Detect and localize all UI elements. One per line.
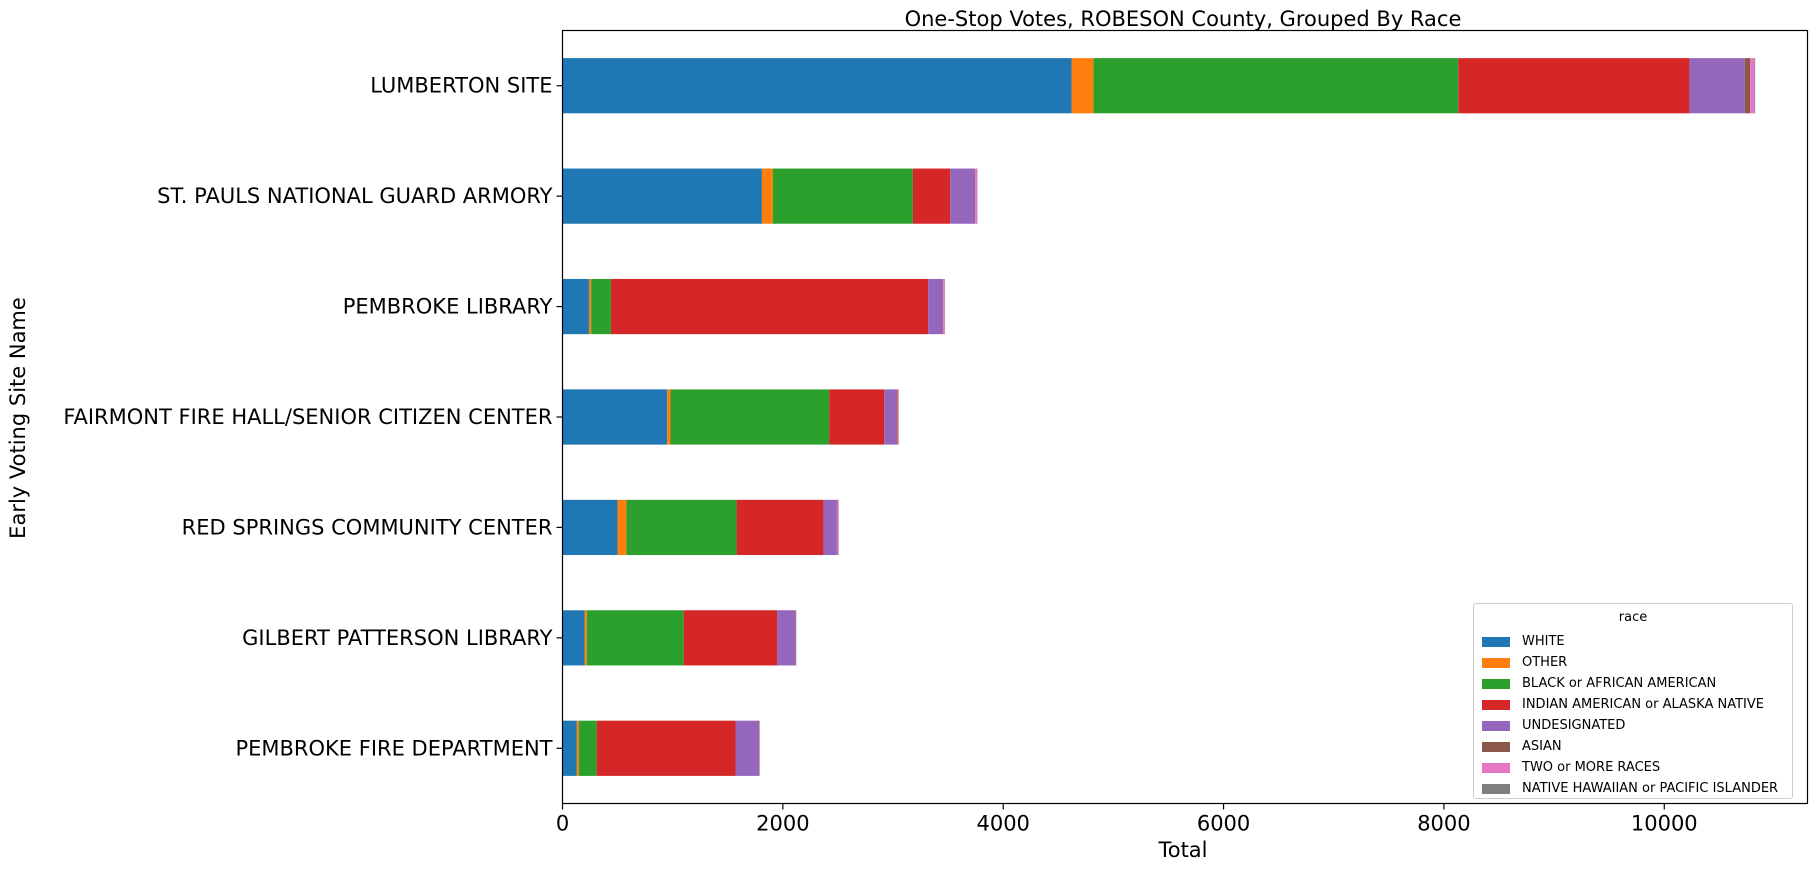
legend-label-3: INDIAN AMERICAN or ALASKA NATIVE <box>1522 697 1764 712</box>
x-tick-label-3: 6000 <box>1197 812 1250 836</box>
bar-segment-3-6 <box>897 389 899 445</box>
bar-segment-0-0 <box>562 58 1072 114</box>
bar-segment-0-4 <box>1689 58 1745 114</box>
bar-segment-6-1 <box>576 720 580 776</box>
bar-segment-4-4 <box>823 499 837 556</box>
bar-segment-4-2 <box>626 499 737 556</box>
x-tick-label-4: 8000 <box>1417 812 1470 836</box>
x-tick-label-5: 10000 <box>1631 812 1698 836</box>
bar-segment-2-3 <box>610 278 929 335</box>
bar-segment-2-4 <box>928 278 943 335</box>
y-tick-label-0: LUMBERTON SITE <box>370 74 552 98</box>
legend-entry-6: TWO or MORE RACES <box>1482 757 1784 778</box>
x-axis-label: Total <box>1157 838 1207 862</box>
bar-segment-3-2 <box>670 389 830 445</box>
bar-segment-4-5 <box>836 499 838 556</box>
bar-segment-3-4 <box>884 389 897 445</box>
bar-segment-0-5 <box>1744 58 1751 114</box>
bar-segment-0-3 <box>1458 58 1690 114</box>
bar-segment-3-5 <box>896 389 898 445</box>
bar-segment-5-0 <box>562 610 585 666</box>
bar-segment-5-3 <box>683 610 778 666</box>
bar-segment-0-1 <box>1071 58 1094 114</box>
bar-segment-1-4 <box>950 168 975 224</box>
x-tick-label-1: 2000 <box>756 812 809 836</box>
legend-title: race <box>1618 610 1648 625</box>
y-tick-label-3: FAIRMONT FIRE HALL/SENIOR CITIZEN CENTER <box>63 405 552 429</box>
bar-segment-1-3 <box>912 168 951 224</box>
bar-segment-0-2 <box>1093 58 1459 114</box>
legend-swatch-3 <box>1482 699 1510 710</box>
bar-segment-6-5 <box>758 720 760 776</box>
bar-segment-1-6 <box>975 168 978 224</box>
bar-segment-2-2 <box>591 278 611 335</box>
legend-entry-4: UNDESIGNATED <box>1482 715 1784 736</box>
legend-items: WHITE OTHER BLACK or AFRICAN AMERICAN INDIA… <box>1482 631 1784 799</box>
y-tick-label-4: RED SPRINGS COMMUNITY CENTER <box>182 515 553 539</box>
legend-swatch-7 <box>1482 783 1510 794</box>
x-tick-label-0: 0 <box>556 812 569 836</box>
bar-segment-6-2 <box>579 720 597 776</box>
legend-label-4: UNDESIGNATED <box>1522 718 1626 733</box>
legend-swatch-2 <box>1482 678 1510 689</box>
bars-layer <box>562 58 1756 776</box>
bar-segment-6-3 <box>596 720 736 776</box>
bar-segment-3-0 <box>562 389 668 445</box>
legend-swatch-6 <box>1482 762 1510 773</box>
bar-segment-3-1 <box>667 389 671 445</box>
legend-swatch-0 <box>1482 636 1510 647</box>
bar-segment-4-6 <box>837 499 839 556</box>
legend-swatch-5 <box>1482 741 1510 752</box>
legend-label-2: BLACK or AFRICAN AMERICAN <box>1522 676 1717 691</box>
y-tick-label-6: PEMBROKE FIRE DEPARTMENT <box>235 736 552 760</box>
bar-segment-1-0 <box>562 168 762 224</box>
bar-segment-2-0 <box>562 278 589 335</box>
bar-segment-4-0 <box>562 499 618 556</box>
bar-segment-6-6 <box>759 720 760 776</box>
x-axis-ticks: 0 2000 4000 6000 8000 10000 <box>556 803 1698 836</box>
legend-entry-7: NATIVE HAWAIIAN or PACIFIC ISLANDER <box>1482 778 1784 799</box>
bar-segment-2-5 <box>942 278 944 335</box>
y-tick-label-1: ST. PAULS NATIONAL GUARD ARMORY <box>157 184 553 208</box>
bar-segment-1-1 <box>761 168 773 224</box>
bar-segment-5-6 <box>795 610 797 666</box>
chart-title: One-Stop Votes, ROBESON County, Grouped … <box>905 7 1462 31</box>
bar-segment-5-4 <box>777 610 795 666</box>
bar-segment-6-4 <box>735 720 759 776</box>
legend-entry-3: INDIAN AMERICAN or ALASKA NATIVE <box>1482 694 1784 715</box>
bar-segment-4-1 <box>617 499 627 556</box>
bar-segment-0-6 <box>1750 58 1755 114</box>
legend-entry-1: OTHER <box>1482 652 1784 673</box>
bar-segment-1-2 <box>772 168 913 224</box>
legend-label-0: WHITE <box>1522 634 1565 649</box>
legend-label-6: TWO or MORE RACES <box>1522 760 1661 775</box>
bar-segment-1-5 <box>974 168 976 224</box>
legend-entry-0: WHITE <box>1482 631 1784 652</box>
legend: race WHITE OTHER BLACK or AFRICAN AMERICAN… <box>1473 603 1793 799</box>
x-tick-label-2: 4000 <box>976 812 1029 836</box>
y-axis-ticks: LUMBERTON SITE ST. PAULS NATIONAL GUARD A… <box>63 74 563 760</box>
legend-entry-2: BLACK or AFRICAN AMERICAN <box>1482 673 1784 694</box>
y-tick-label-2: PEMBROKE LIBRARY <box>343 295 553 319</box>
legend-label-7: NATIVE HAWAIIAN or PACIFIC ISLANDER <box>1522 781 1779 796</box>
bar-segment-2-6 <box>943 278 945 335</box>
legend-label-5: ASIAN <box>1522 739 1562 754</box>
bar-segment-4-3 <box>736 499 824 556</box>
bar-segment-0-7 <box>1754 58 1756 114</box>
bar-segment-2-1 <box>588 278 592 335</box>
bar-segment-6-0 <box>562 720 577 776</box>
legend-label-1: OTHER <box>1522 655 1568 670</box>
y-tick-label-5: GILBERT PATTERSON LIBRARY <box>242 626 553 650</box>
bar-segment-3-3 <box>829 389 885 445</box>
legend-entry-5: ASIAN <box>1482 736 1784 757</box>
legend-swatch-4 <box>1482 720 1510 731</box>
bar-segment-5-5 <box>794 610 796 666</box>
legend-swatch-1 <box>1482 657 1510 668</box>
y-axis-label: Early Voting Site Name <box>6 297 30 539</box>
bar-segment-5-2 <box>586 610 684 666</box>
bar-segment-5-1 <box>584 610 587 666</box>
